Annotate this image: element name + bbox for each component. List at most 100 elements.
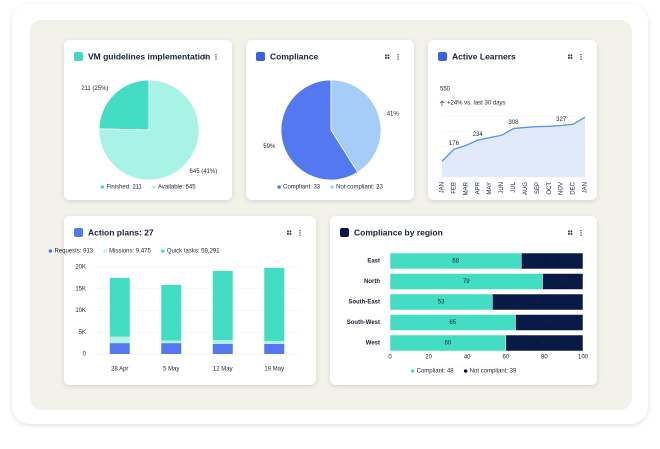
legend-label: Available: 645 [158, 185, 196, 191]
line [441, 116, 586, 162]
x-tick-label: AUG [523, 182, 529, 195]
grid-icon-dot [568, 57, 570, 59]
menu-dot [299, 230, 301, 232]
grid-icon-dot [385, 57, 387, 59]
legend-marker [410, 369, 415, 373]
legend-label: Missions: 9,475 [109, 249, 151, 255]
bar-segment [161, 284, 182, 341]
pie-slice [330, 79, 382, 173]
x-tick-label: JAN [583, 182, 589, 193]
grid-icon-dot [203, 54, 205, 57]
menu-dot [580, 56, 582, 58]
menu-dot [215, 56, 217, 58]
x-tick-label: 100 [578, 355, 589, 361]
menu-dot [397, 56, 399, 58]
card-icon [74, 228, 83, 237]
x-tick-label: JAN [440, 182, 446, 193]
grid-icon-dot [205, 57, 208, 59]
bar-segment [212, 270, 233, 341]
headline: 550 [440, 87, 451, 93]
legend-marker [100, 185, 105, 189]
y-tick-label: West [366, 341, 380, 347]
menu-dot [299, 232, 301, 234]
x-tick-label: 12 May [213, 367, 233, 373]
y-tick-label: 0 [83, 352, 87, 358]
slice-label: 211 (25%) [81, 86, 108, 92]
y-tick-label: North [364, 279, 380, 285]
bar-segment [161, 343, 182, 354]
bar-label: 65 [449, 320, 456, 326]
y-tick-label: 20K [75, 265, 86, 271]
menu-dot [397, 54, 399, 56]
card-icon [438, 52, 447, 61]
y-tick-label: East [367, 259, 380, 265]
card-title: Action plans: 27 [88, 227, 154, 237]
card-title: Compliance by region [354, 227, 443, 237]
bar-segment [264, 340, 285, 344]
x-tick-label: JUL [511, 181, 517, 192]
slice-label: 41% [387, 111, 400, 117]
subtitle: +24% vs. last 30 days [447, 101, 506, 107]
grid-icon-dot [205, 54, 208, 57]
pie-slice [98, 79, 150, 131]
point-label: 327 [556, 117, 567, 123]
x-tick-label: 19 May [264, 367, 284, 373]
y-tick-label: South-West [347, 320, 380, 326]
grid-icon-dot [387, 57, 390, 59]
bar-label: 79 [463, 279, 470, 285]
bar-segment [264, 267, 285, 341]
menu-dot [397, 58, 399, 60]
bar-segment [109, 343, 130, 354]
x-tick-label: 5 May [163, 367, 179, 373]
grid-icon-dot [289, 230, 292, 233]
bar-label: 68 [452, 259, 459, 265]
legend-label: Compliant: 48 [417, 369, 455, 375]
x-tick-label: 28 Apr [111, 367, 128, 373]
menu-dot [580, 58, 582, 60]
bar-segment [264, 343, 285, 354]
legend-marker [103, 249, 107, 253]
card-title: Active Learners [452, 51, 516, 61]
x-tick-label: MAR [463, 181, 469, 195]
grid-icon-dot [568, 233, 570, 235]
grid-icon-dot [287, 233, 289, 235]
card-title: VM guidelines implementation [88, 51, 210, 61]
bar-segment [505, 334, 584, 352]
x-tick-label: APR [475, 181, 481, 194]
x-tick-label: DEC [571, 181, 577, 194]
point-label: 176 [449, 141, 460, 147]
grid-icon-dot [568, 54, 570, 57]
legend-label: Requests: 913 [54, 249, 93, 255]
legend-label: Quick tasks: 59,291 [167, 249, 220, 255]
bar-segment [212, 343, 233, 354]
card-icon [256, 52, 265, 61]
bar-segment [492, 293, 584, 311]
pie-slice [280, 79, 359, 181]
grid-icon-dot [287, 230, 289, 233]
bar-label: 47 [534, 300, 541, 306]
legend-label: Not compliant: 39 [470, 369, 517, 375]
slice-label: 59% [263, 144, 276, 150]
x-tick-label: JUN [499, 182, 505, 194]
x-tick-label: FEB [451, 182, 457, 194]
point-label: 308 [508, 120, 519, 126]
grid-icon-dot [385, 54, 387, 57]
bar-segment [520, 252, 584, 270]
x-tick-label: 60 [502, 355, 509, 361]
card-icon [74, 52, 83, 61]
grid-icon-dot [570, 230, 573, 233]
grid-icon-dot [203, 57, 205, 59]
legend-marker [152, 185, 156, 189]
y-tick-label: 15K [75, 286, 86, 292]
bar-label: 32 [549, 259, 556, 265]
grid-icon-dot [289, 233, 292, 235]
bar-segment [212, 340, 233, 344]
card-icon [340, 228, 349, 237]
grid-icon-dot [570, 57, 573, 59]
trend-arrow [439, 100, 445, 106]
y-tick-label: 10K [75, 308, 86, 314]
x-tick-label: MAY [487, 182, 493, 195]
x-tick-label: 40 [464, 355, 471, 361]
menu-dot [580, 54, 582, 56]
